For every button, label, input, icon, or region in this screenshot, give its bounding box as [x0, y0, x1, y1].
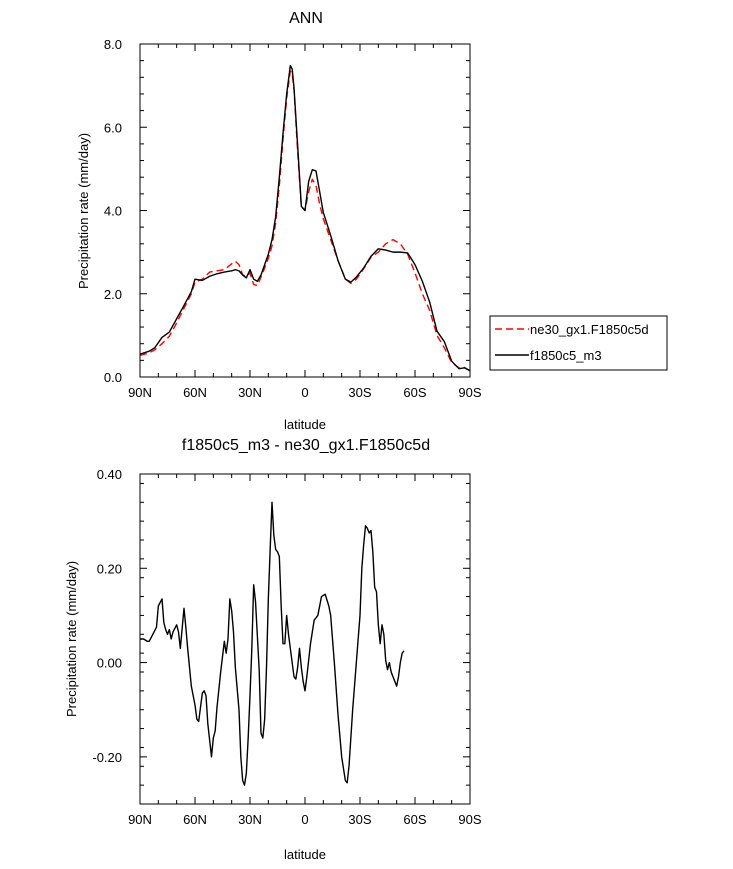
x-tick-label-bottom-4: 30S: [348, 812, 371, 827]
chart-bottom: f1850c5_m3 - ne30_gx1.F1850c5d 90N 60N 30N…: [64, 437, 482, 862]
x-tick-label-top-2: 30N: [238, 385, 262, 400]
x-tick-label-bottom-6: 90S: [458, 812, 481, 827]
chart-bottom-y-ticks: 0.40 0.20 0.00 -0.20: [92, 467, 470, 805]
x-tick-label-bottom-0: 90N: [128, 812, 152, 827]
chart-top-x-ticks: 90N 60N 30N 0 30S 60S 90S: [128, 44, 482, 400]
y-tick-label-top-4: 8.0: [104, 37, 122, 52]
chart-top-plot-area: [139, 64, 471, 372]
y-tick-label-top-0: 0.0: [104, 370, 122, 385]
chart-bottom-x-ticks: 90N 60N 30N 0 30S 60S 90S: [128, 474, 482, 827]
chart-top-legend: ne30_gx1.F1850c5d f1850c5_m3: [489, 315, 668, 371]
legend-label-ne30: ne30_gx1.F1850c5d: [530, 322, 649, 337]
x-tick-label-top-1: 60N: [183, 385, 207, 400]
y-tick-label-bottom-3: -0.20: [92, 750, 122, 765]
x-tick-label-top-5: 60S: [403, 385, 426, 400]
x-tick-label-bottom-5: 60S: [403, 812, 426, 827]
chart-bottom-title: f1850c5_m3 - ne30_gx1.F1850c5d: [182, 437, 430, 454]
y-tick-label-top-1: 2.0: [104, 287, 122, 302]
x-tick-label-top-4: 30S: [348, 385, 371, 400]
x-tick-label-top-0: 90N: [128, 385, 152, 400]
y-tick-label-top-3: 6.0: [104, 120, 122, 135]
chart-top-title: ANN: [289, 10, 323, 27]
x-tick-label-bottom-2: 30N: [238, 812, 262, 827]
chart-bottom-y-axis-label: Precipitation rate (mm/day): [64, 561, 79, 717]
chart-bottom-x-axis-label: latitude: [284, 847, 326, 862]
legend-frame: [489, 315, 668, 371]
series-line-bottom-0: [140, 501, 405, 786]
chart-bottom-frame: [139, 473, 471, 805]
series-line-top-1: [139, 64, 471, 372]
y-tick-label-bottom-2: 0.00: [97, 656, 122, 671]
series-line-top-0: [139, 70, 471, 372]
chart-bottom-plot-area: [140, 501, 405, 786]
y-tick-label-bottom-1: 0.20: [97, 561, 122, 576]
chart-top-x-axis-label: latitude: [284, 417, 326, 432]
x-tick-label-top-6: 90S: [458, 385, 481, 400]
chart-top-y-axis-label: Precipitation rate (mm/day): [76, 133, 91, 289]
y-tick-label-top-2: 4.0: [104, 204, 122, 219]
chart-top: ANN 90N 60N 30N 0 30S 60S 90S 0.02.04.06.08.0 …: [76, 10, 668, 432]
x-tick-label-top-3: 0: [301, 385, 308, 400]
chart-top-y-ticks: 0.0 2.0 4.0 6.0 8.0: [104, 37, 470, 385]
x-tick-label-bottom-1: 60N: [183, 812, 207, 827]
legend-label-f1850c5: f1850c5_m3: [530, 348, 602, 363]
y-tick-label-bottom-0: 0.40: [97, 467, 122, 482]
x-tick-label-bottom-3: 0: [301, 812, 308, 827]
